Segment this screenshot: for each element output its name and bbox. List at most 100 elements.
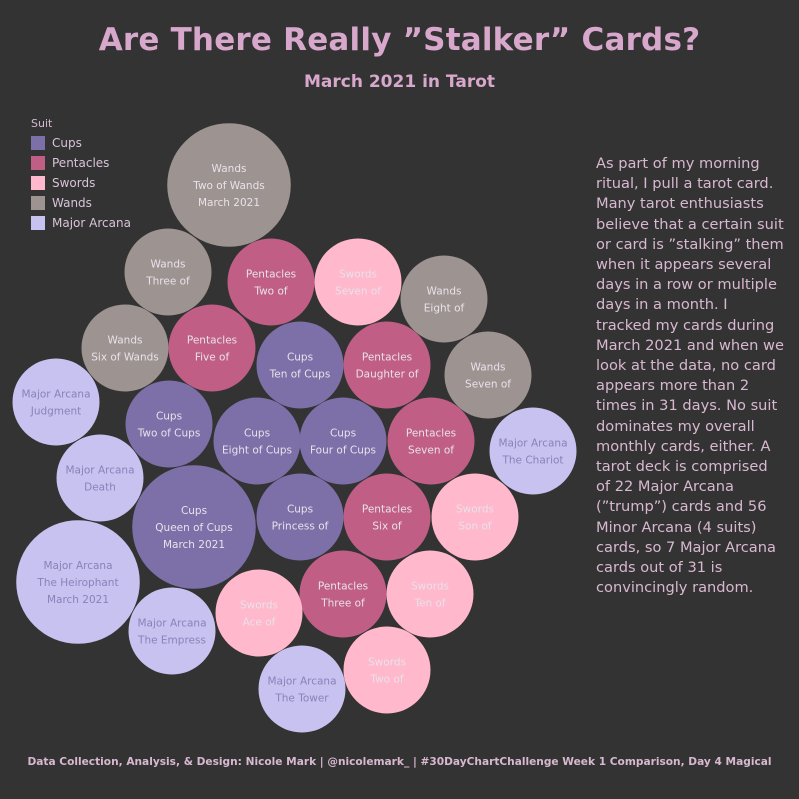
legend-label-wands: Wands [52,196,92,210]
chart-title: Are There Really ”Stalker” Cards? [98,22,701,58]
bubble-cups-princess-of-18: Cups Princess of [256,473,344,561]
bubble-card-label: Six of Wands [91,352,159,364]
bubble-circle [258,645,346,733]
bubble-wands-seven-of-9: Wands Seven of [444,331,532,419]
bubble-note-label: March 2021 [198,197,260,209]
bubble-swords-seven-of-3: Swords Seven of [314,238,402,326]
bubble-circle [128,587,216,675]
bubble-pentacles-seven-of-14: Pentacles Seven of [387,397,475,485]
legend-label-cups: Cups [52,136,82,150]
bubble-suit-label: Wands [212,163,247,175]
bubble-card-label: Seven of [335,286,381,298]
bubble-card-label: Daughter of [356,369,419,381]
bubble-circle [12,358,100,446]
bubble-card-label: Princess of [272,521,329,533]
legend-item-major-arcana: Major Arcana [31,213,131,233]
bubble-card-label: The Empress [137,635,206,647]
bubble-circle [256,473,344,561]
bubble-suit-label: Pentacles [406,428,456,440]
bubble-suit-label: Swords [456,504,494,516]
legend-item-cups: Cups [31,133,131,153]
legend-label-major-arcana: Major Arcana [52,216,131,230]
bubble-card-label: The Heirophant [36,577,118,589]
legend-swatch-major-arcana [31,216,45,230]
bubble-pentacles-three-of-22: Pentacles Three of [299,550,387,638]
bubble-wands-eight-of-4: Wands Eight of [400,255,488,343]
bubble-card-label: Two of Wands [192,180,264,192]
bubble-suit-label: Major Arcana [137,618,206,630]
bubble-card-label: Three of [145,276,190,288]
bubble-cups-ten-of-cups-7: Cups Ten of Cups [256,321,344,409]
bubble-suit-label: Major Arcana [65,465,134,477]
bubble-swords-two-of-26: Swords Two of [343,626,431,714]
bubble-suit-label: Pentacles [318,581,368,593]
bubble-wands-six-of-wands-5: Wands Six of Wands [81,304,169,392]
bubble-suit-label: Pentacles [187,335,237,347]
bubble-circle [16,520,140,644]
legend-label-pentacles: Pentacles [52,156,110,170]
bubble-pentacles-six-of-19: Pentacles Six of [343,473,431,561]
bubble-pentacles-two-of-2: Pentacles Two of [227,238,315,326]
bubble-wands-three-of-1: Wands Three of [124,228,212,316]
bubble-major-arcana-the-tower-27: Major Arcana The Tower [258,645,346,733]
bubble-card-label: Six of [372,521,402,533]
bubble-suit-label: Wands [471,362,506,374]
bubble-circle [386,550,474,638]
bubble-card-label: Eight of [424,303,465,315]
bubble-circle [81,304,169,392]
bubble-circle [444,331,532,419]
bubble-card-label: The Chariot [501,455,563,467]
bubble-suit-label: Major Arcana [267,676,336,688]
bubble-major-arcana-death-16: Major Arcana Death [56,434,144,522]
bubble-card-label: Two of [253,286,287,298]
legend-label-swords: Swords [52,176,96,190]
bubble-circle [299,550,387,638]
bubble-suit-label: Major Arcana [43,560,112,572]
bubble-circle [387,397,475,485]
bubble-suit-label: Major Arcana [498,438,567,450]
bubble-suit-label: Wands [427,286,462,298]
bubble-card-label: Queen of Cups [155,522,232,534]
bubble-card-label: Three of [320,598,365,610]
bubble-suit-label: Cups [156,411,182,423]
bubble-suit-label: Cups [244,428,270,440]
bubble-circle [168,304,256,392]
bubble-circle [56,434,144,522]
narrative-text: As part of my morning ritual, I pull a t… [596,155,784,597]
bubble-swords-ace-of-24: Swords Ace of [215,569,303,657]
bubble-card-label: Judgment [30,406,82,418]
bubble-suit-label: Cups [287,352,313,364]
bubble-suit-label: Swords [368,657,406,669]
bubble-circle [343,473,431,561]
bubble-card-label: Four of Cups [310,445,376,457]
chart-subtitle: March 2021 in Tarot [303,72,496,92]
bubble-suit-label: Cups [330,428,356,440]
bubble-swords-son-of-20: Swords Son of [431,473,519,561]
bubble-circle [489,407,577,495]
bubble-wands-two-of-wands-0: Wands Two of Wands March 2021 [167,123,291,247]
bubble-suit-label: Cups [181,505,207,517]
bubble-circle [256,321,344,409]
legend-swatch-cups [31,136,45,150]
bubble-circle [431,473,519,561]
legend-title: Suit [31,117,53,130]
bubble-circle [227,238,315,326]
legend-swatch-wands [31,196,45,210]
bubble-circle [167,123,291,247]
bubble-suit-label: Wands [151,259,186,271]
bubble-card-label: Seven of [465,379,511,391]
bubble-circle [213,397,301,485]
legend-item-wands: Wands [31,193,131,213]
bubble-card-label: Two of [369,674,403,686]
bubble-card-label: Ace of [243,617,276,629]
bubble-circle [124,228,212,316]
bubble-circle [343,321,431,409]
bubble-major-arcana-judgment-10: Major Arcana Judgment [12,358,100,446]
bubble-circle [343,626,431,714]
bubble-circle [215,569,303,657]
bubble-suit-label: Pentacles [362,504,412,516]
bubble-circle [314,238,402,326]
bubble-major-arcana-the-empress-25: Major Arcana The Empress [128,587,216,675]
legend-swatch-pentacles [31,156,45,170]
bubble-cups-two-of-cups-11: Cups Two of Cups [125,380,213,468]
